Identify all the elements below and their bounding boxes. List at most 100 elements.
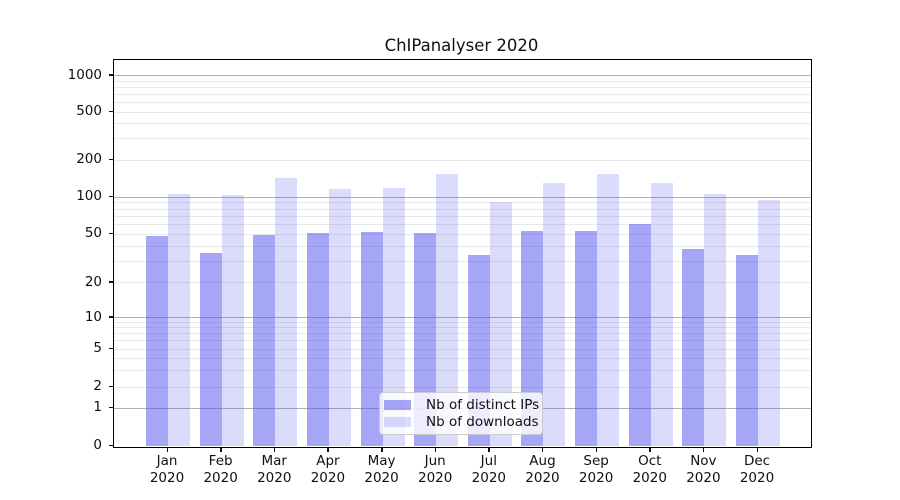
bar-downloads-apr xyxy=(328,188,351,446)
y-tick-label-500: 500 xyxy=(76,103,102,119)
gridline-300 xyxy=(114,138,811,140)
x-tick-label-nov: Nov 2020 xyxy=(686,453,721,486)
y-tick-label-200: 200 xyxy=(76,151,102,167)
bar-downloads-oct xyxy=(650,183,673,446)
y-tick-50 xyxy=(109,232,113,235)
legend-item-downloads: Nb of downloads xyxy=(384,414,539,430)
gridline-8 xyxy=(114,327,811,329)
gridline-90 xyxy=(114,202,811,204)
x-tick-label-may: May 2020 xyxy=(364,453,399,486)
y-tick-20 xyxy=(109,281,113,283)
y-tick-label-5: 5 xyxy=(93,340,102,357)
bar-downloads-mar xyxy=(275,177,298,446)
x-tick-label-dec: Dec 2020 xyxy=(739,453,775,486)
y-tick-2 xyxy=(109,385,113,387)
gridline-major-1000 xyxy=(114,75,811,77)
bar-distinct-ips-dec xyxy=(736,254,759,446)
gridline-700 xyxy=(114,93,811,95)
x-tick-jul xyxy=(488,448,490,452)
bar-downloads-feb xyxy=(221,194,244,446)
gridline-6 xyxy=(114,340,811,342)
gridline-20 xyxy=(114,282,811,284)
y-tick-0 xyxy=(109,444,113,446)
x-tick-dec xyxy=(756,448,759,452)
x-tick-aug xyxy=(541,448,544,452)
bar-distinct-ips-apr xyxy=(306,233,329,446)
bar-downloads-jul xyxy=(489,202,512,446)
gridline-40 xyxy=(114,245,811,247)
gridline-3 xyxy=(114,369,811,371)
legend-item-distinct-ips: Nb of distinct IPs xyxy=(384,397,540,413)
x-tick-nov xyxy=(702,448,705,452)
gridline-5 xyxy=(114,348,811,350)
x-tick-oct xyxy=(649,448,651,452)
x-tick-apr xyxy=(327,448,329,452)
bar-downloads-jan xyxy=(168,193,190,446)
y-tick-1 xyxy=(109,406,113,409)
legend-label-distinct-ips: Nb of distinct IPs xyxy=(426,397,540,413)
x-tick-mar xyxy=(273,448,276,452)
x-tick-label-aug: Aug 2020 xyxy=(525,453,560,486)
gridline-major-10 xyxy=(114,317,811,319)
bar-distinct-ips-mar xyxy=(253,235,276,446)
bar-distinct-ips-jan xyxy=(146,236,168,446)
legend-swatch-downloads-icon xyxy=(384,417,411,427)
x-tick-label-feb: Feb 2020 xyxy=(203,453,238,486)
bar-downloads-aug xyxy=(543,182,566,446)
x-tick-label-mar: Mar 2020 xyxy=(257,453,292,486)
y-tick-label-10: 10 xyxy=(84,308,102,325)
x-tick-label-jul: Jul 2020 xyxy=(471,453,506,486)
plot-area xyxy=(113,59,812,448)
gridline-30 xyxy=(114,260,811,262)
y-tick-label-1000: 1000 xyxy=(67,66,102,83)
y-tick-label-2: 2 xyxy=(93,378,102,394)
x-tick-jan xyxy=(166,448,168,452)
y-tick-label-20: 20 xyxy=(84,273,102,290)
x-tick-jun xyxy=(434,448,437,452)
chart-title: ChIPanalyser 2020 xyxy=(384,36,539,55)
gridline-400 xyxy=(114,123,811,125)
gridline-900 xyxy=(114,80,811,82)
gridline-7 xyxy=(114,333,811,335)
x-tick-label-jan: Jan 2020 xyxy=(149,453,185,486)
legend-label-downloads: Nb of downloads xyxy=(426,414,539,430)
y-tick-1000 xyxy=(109,74,113,76)
gridline-4 xyxy=(114,357,811,359)
gridline-2 xyxy=(114,386,811,388)
bar-distinct-ips-oct xyxy=(628,223,651,446)
legend: Nb of distinct IPs Nb of downloads xyxy=(379,392,543,435)
y-tick-10 xyxy=(109,316,113,318)
y-tick-500 xyxy=(109,110,113,112)
y-tick-5 xyxy=(109,347,113,350)
gridline-500 xyxy=(114,111,811,113)
y-tick-200 xyxy=(109,158,113,160)
y-tick-label-1: 1 xyxy=(93,399,102,416)
bar-downloads-nov xyxy=(704,194,727,446)
x-tick-may xyxy=(381,448,383,452)
bar-distinct-ips-nov xyxy=(682,248,705,446)
x-tick-label-oct: Oct 2020 xyxy=(632,453,667,486)
x-tick-sep xyxy=(595,448,598,452)
bar-distinct-ips-may xyxy=(360,232,383,446)
x-tick-feb xyxy=(220,448,222,452)
gridline-600 xyxy=(114,101,811,103)
y-tick-label-100: 100 xyxy=(76,188,102,204)
legend-swatch-distinct-ips-icon xyxy=(384,400,411,410)
gridline-50 xyxy=(114,233,811,235)
x-tick-label-sep: Sep 2020 xyxy=(578,453,614,486)
bar-downloads-jun xyxy=(436,173,459,446)
gridline-70 xyxy=(114,215,811,217)
gridline-9 xyxy=(114,322,811,323)
bar-distinct-ips-feb xyxy=(199,253,222,446)
y-tick-100 xyxy=(109,195,113,197)
x-tick-label-apr: Apr 2020 xyxy=(310,453,346,486)
gridline-80 xyxy=(114,208,811,210)
bar-downloads-may xyxy=(382,187,405,446)
bar-distinct-ips-sep xyxy=(575,231,598,446)
x-tick-label-jun: Jun 2020 xyxy=(418,453,453,486)
bar-downloads-sep xyxy=(597,173,620,446)
gridline-800 xyxy=(114,86,811,88)
y-tick-label-0: 0 xyxy=(93,437,102,453)
y-tick-label-50: 50 xyxy=(84,225,102,242)
